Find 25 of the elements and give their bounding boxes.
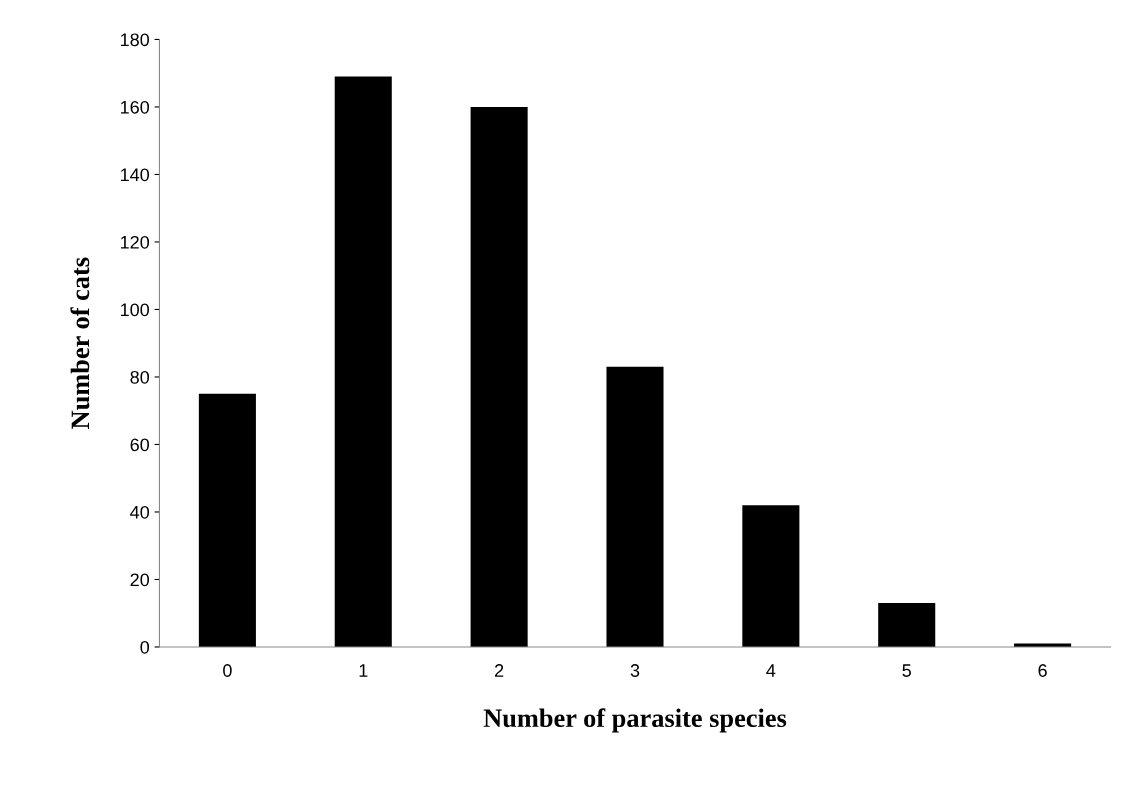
- y-tick-label: 20: [130, 573, 150, 587]
- x-tick-label: 1: [359, 664, 368, 677]
- x-tick-label: 4: [766, 664, 776, 677]
- x-tick-label: 0: [223, 664, 232, 677]
- bar: [606, 366, 664, 647]
- y-tick-label: 140: [120, 168, 150, 182]
- y-tick-label: 100: [120, 303, 150, 317]
- y-tick-label: 180: [120, 33, 150, 47]
- y-tick-label: 160: [120, 100, 150, 114]
- x-tick-label: 3: [630, 664, 640, 677]
- x-tick-label: 6: [1038, 664, 1047, 677]
- bar: [742, 505, 800, 647]
- bar: [470, 106, 528, 647]
- x-tick-label: 5: [902, 664, 911, 677]
- y-tick-label: 80: [130, 370, 150, 384]
- y-tick-label: 40: [130, 505, 150, 519]
- bar: [198, 393, 256, 647]
- y-tick-label: 120: [120, 235, 150, 249]
- bar: [878, 603, 936, 647]
- y-axis-title: Number of cats: [70, 257, 90, 429]
- x-axis-title: Number of parasite species: [483, 708, 787, 733]
- y-tick-label: 0: [140, 640, 150, 654]
- x-tick-label: 2: [495, 664, 504, 677]
- y-tick-label: 60: [130, 438, 150, 452]
- bar: [334, 76, 392, 647]
